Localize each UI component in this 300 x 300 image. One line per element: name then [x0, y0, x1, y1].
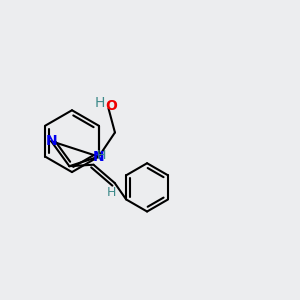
Text: H: H — [97, 149, 106, 162]
Text: O: O — [106, 99, 117, 113]
Text: N: N — [93, 150, 105, 164]
Text: N: N — [45, 134, 57, 148]
Text: H: H — [107, 186, 116, 199]
Text: H: H — [95, 96, 105, 110]
